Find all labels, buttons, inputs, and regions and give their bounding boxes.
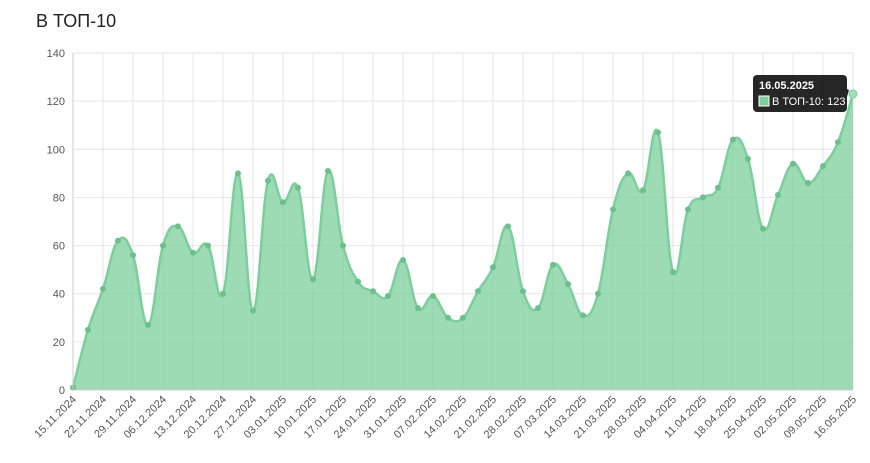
- point: [115, 237, 121, 244]
- point: [505, 223, 511, 230]
- point: [190, 249, 196, 256]
- point: [295, 184, 301, 191]
- point: [535, 305, 541, 312]
- y-tick-label: 140: [47, 48, 65, 60]
- point: [340, 242, 346, 249]
- area: [73, 93, 853, 391]
- point: [280, 199, 286, 206]
- tooltip-caret: [847, 89, 849, 97]
- y-tick-label: 100: [47, 144, 65, 156]
- chart-title: В ТОП-10: [36, 11, 116, 31]
- point: [475, 288, 481, 295]
- point: [805, 179, 811, 186]
- y-tick-label: 0: [59, 385, 65, 397]
- point: [580, 312, 586, 319]
- y-tick-label: 20: [53, 337, 65, 349]
- point: [565, 281, 571, 288]
- point: [820, 163, 826, 170]
- point: [745, 155, 751, 162]
- point: [445, 314, 451, 321]
- point: [715, 184, 721, 191]
- point: [520, 288, 526, 295]
- point: [310, 276, 316, 283]
- point: [370, 288, 376, 295]
- hover-point: [848, 89, 858, 99]
- point: [400, 257, 406, 264]
- point: [100, 285, 106, 292]
- point: [415, 305, 421, 312]
- point: [430, 293, 436, 300]
- point: [595, 290, 601, 297]
- y-tick-label: 80: [53, 192, 65, 204]
- point: [655, 129, 661, 136]
- point: [160, 242, 166, 249]
- point: [325, 167, 331, 174]
- point: [835, 139, 841, 146]
- point: [550, 261, 556, 268]
- point: [625, 170, 631, 177]
- point: [130, 252, 136, 259]
- point: [235, 170, 241, 177]
- y-tick-label: 120: [47, 96, 65, 108]
- point: [385, 293, 391, 300]
- point: [700, 194, 706, 201]
- tooltip-swatch: [758, 95, 770, 107]
- point: [175, 223, 181, 230]
- point: [250, 307, 256, 314]
- point: [685, 206, 691, 213]
- point: [205, 242, 211, 249]
- tooltip: 16.05.2025 В ТОП-10: 123: [753, 75, 849, 112]
- point: [265, 177, 271, 184]
- point: [355, 278, 361, 285]
- point: [775, 192, 781, 199]
- y-tick-label: 60: [53, 241, 65, 253]
- point: [730, 136, 736, 143]
- y-tick-label: 40: [53, 289, 65, 301]
- point: [85, 326, 91, 333]
- point: [790, 160, 796, 167]
- point: [610, 206, 616, 213]
- tooltip-label: В ТОП-10: 123: [772, 96, 845, 108]
- point: [490, 264, 496, 271]
- point: [220, 290, 226, 297]
- point: [145, 322, 151, 329]
- point: [670, 269, 676, 276]
- tooltip-title: 16.05.2025: [759, 80, 814, 92]
- point: [760, 225, 766, 232]
- point: [460, 314, 466, 321]
- point: [640, 187, 646, 194]
- tooltip-box: [753, 75, 847, 112]
